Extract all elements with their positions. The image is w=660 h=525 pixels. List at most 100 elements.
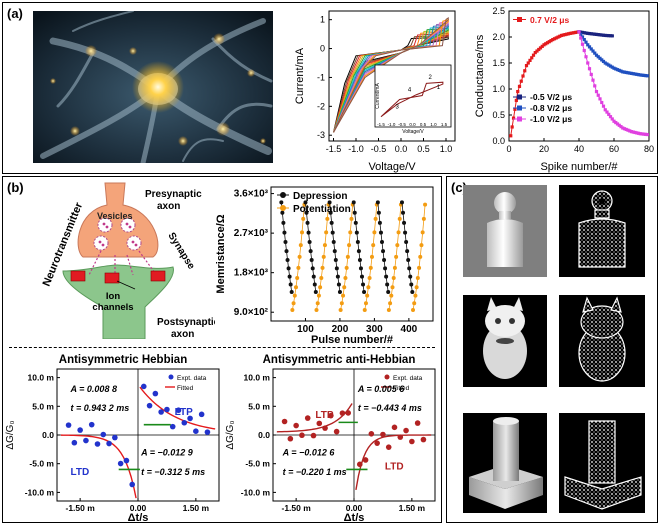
stdp-xtick: 1.50 m: [399, 503, 426, 513]
cond-point: [513, 107, 517, 111]
cond-point: [579, 36, 583, 40]
stdp-ytick: -5.0 m: [245, 459, 270, 469]
stdp-data-point: [181, 419, 188, 426]
mem-depression-line: [353, 202, 365, 293]
iv-inset-xtick: 1.5: [441, 122, 448, 127]
cond-point: [605, 33, 609, 38]
cond-point: [586, 31, 590, 35]
cond-point: [610, 65, 614, 69]
cond-point: [582, 48, 586, 53]
cond-xtick: 20: [539, 144, 549, 154]
stdp-ytick: -5.0 m: [29, 459, 54, 469]
cond-point: [638, 73, 642, 77]
mem-potentiation-line: [316, 204, 329, 311]
cond-point: [591, 78, 595, 82]
cond-xtick: 0: [506, 144, 511, 154]
cond-point: [607, 34, 611, 38]
cond-point: [589, 72, 593, 77]
stdp-data-point: [198, 411, 205, 418]
mem-depression-point: [303, 200, 308, 205]
stdp-data-point: [100, 431, 107, 438]
stdp-data-point: [345, 410, 352, 416]
stdp-ytick: 5.0 m: [248, 401, 270, 411]
stdp-ltd-label: LTD: [385, 461, 404, 472]
mem-ytick: 9.0×10²: [234, 307, 269, 318]
cond-point: [582, 31, 586, 35]
cond-point: [619, 69, 623, 73]
stdp-data-point: [310, 432, 317, 439]
cond-point: [596, 33, 600, 37]
cond-point: [580, 42, 585, 46]
stdp-data-point: [293, 422, 299, 429]
cond-point: [586, 43, 590, 47]
stdp-data-point: [106, 440, 112, 447]
cond-point: [643, 73, 648, 78]
stdp-data-point: [117, 460, 124, 467]
cond-ytick: 2.0: [492, 32, 505, 42]
cond-xtick: 60: [609, 144, 619, 154]
stdp-data-point: [169, 423, 176, 430]
stdp-data-point: [304, 415, 311, 421]
cond-point: [530, 56, 534, 60]
aheb-xlabel: Δt/s: [344, 512, 365, 523]
cond-point: [645, 132, 649, 137]
cond-point: [617, 123, 621, 127]
stdp-legend-fitted: Fitted: [393, 385, 410, 392]
presynaptic-label-2: axon: [157, 201, 180, 212]
mem-xtick: 200: [332, 324, 349, 335]
stdp-data-point: [385, 444, 392, 450]
cond-point: [559, 33, 564, 38]
mem-ylabel: Memristance/Ω: [215, 214, 227, 293]
cond-point: [610, 117, 614, 121]
cond-point: [608, 34, 613, 38]
panel-b: (b) Neurotransmitter Vesicles Presynapti…: [2, 176, 442, 523]
object-images: [463, 185, 645, 513]
stdp-data-point: [420, 436, 427, 443]
cond-point: [621, 70, 625, 74]
stdp-legend-data: Expt. data: [177, 375, 207, 382]
cond-point: [614, 120, 618, 125]
stdp-data-point: [123, 457, 130, 464]
cond-point: [531, 53, 536, 57]
vesicles-label: Vesicles: [97, 211, 133, 221]
cond-point: [643, 132, 648, 136]
cond-point: [608, 115, 613, 119]
stdp-data-point: [287, 435, 294, 442]
stdp-data-point: [397, 434, 404, 440]
cond-legend-pos: 0.7 V/2 μs: [530, 15, 569, 25]
mem-potentiation-point: [314, 308, 319, 313]
mem-depression-point: [289, 290, 294, 295]
mem-potentiation-line: [364, 204, 378, 311]
cond-point: [509, 134, 513, 138]
mem-depression-line: [280, 202, 293, 293]
cond-point: [633, 130, 637, 135]
cond-point: [593, 84, 597, 88]
iv-inset-number: 4: [408, 87, 412, 93]
stdp-data-point: [328, 412, 334, 419]
stdp-fit-ltp: t = 0.943 2 ms: [71, 403, 130, 413]
cond-point: [584, 55, 588, 59]
cond-point: [556, 35, 560, 39]
stdp-data-point: [368, 431, 375, 437]
stdp-data-point: [374, 440, 380, 446]
cond-point: [537, 47, 541, 52]
iv-inset-ylabel: Current/mA: [375, 83, 381, 109]
cond-point: [558, 34, 562, 38]
cond-point: [624, 127, 628, 132]
cond-point: [629, 71, 634, 75]
cond-point: [600, 33, 604, 37]
cond-point: [633, 72, 637, 76]
mem-xtick: 300: [366, 324, 383, 335]
aheb-ylabel: ΔG/G₀: [225, 420, 236, 449]
stdp-fit-ltd: t = −0.312 5 ms: [141, 467, 205, 477]
stdp-data-point: [88, 421, 95, 428]
cond-point: [621, 126, 625, 130]
cond-point: [603, 61, 607, 65]
iv-xtick: -1.5: [326, 144, 342, 154]
cond-point: [605, 62, 609, 66]
cond-point: [631, 72, 635, 76]
stdp-data-point: [71, 439, 78, 446]
stdp-fit-ltd: A = −0.012 6: [282, 448, 336, 458]
cond-point: [554, 36, 558, 40]
